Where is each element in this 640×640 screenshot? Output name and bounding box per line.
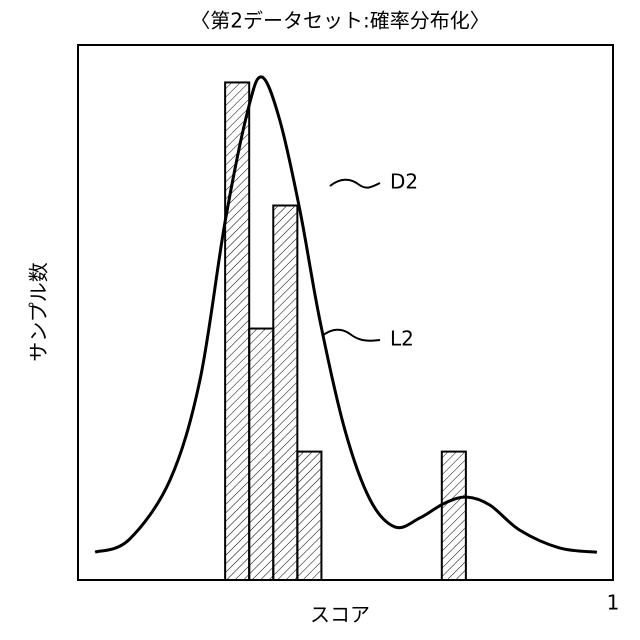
bar xyxy=(249,329,273,580)
annotation: D2 xyxy=(390,170,418,194)
bar xyxy=(442,452,466,580)
bar xyxy=(297,452,321,580)
leader-line xyxy=(322,330,380,341)
chart-title: 〈第2データセット:確率分布化〉 xyxy=(190,9,489,33)
leader-line xyxy=(330,180,380,188)
y-axis-label: サンプル数 xyxy=(27,262,51,361)
density-curve xyxy=(95,77,597,552)
annotation: L2 xyxy=(390,327,414,351)
bar xyxy=(273,206,297,581)
chart: 〈第2データセット:確率分布化〉 スコア サンプル数 1 D2 L2 xyxy=(0,0,640,640)
x-axis-label: スコア xyxy=(310,603,370,627)
x-tick-label: 1 xyxy=(607,591,620,615)
